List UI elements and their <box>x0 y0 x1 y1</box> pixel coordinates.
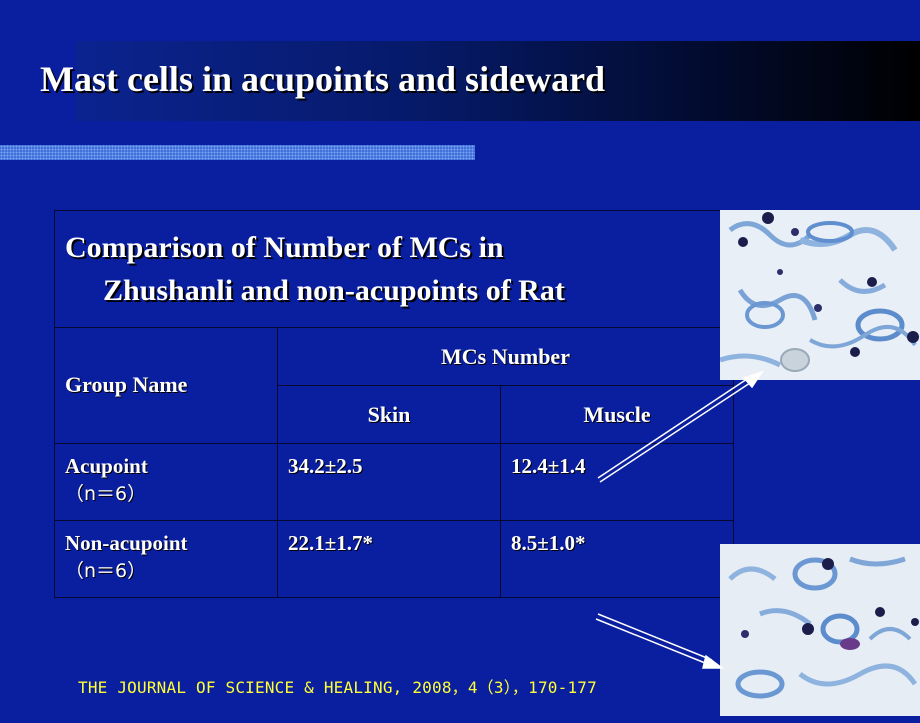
title-band <box>76 41 920 121</box>
muscle-value: 12.4±1.4 <box>500 442 734 521</box>
group-n: （n＝6） <box>65 559 147 582</box>
skin-value: 34.2±2.5 <box>277 442 501 521</box>
slide-title: Mast cells in acupoints and sideward <box>40 59 606 99</box>
table-caption: Comparison of Number of MCs in Zhushanli… <box>54 209 734 329</box>
caption-line-2: Zhushanli and non-acupoints of Rat <box>103 274 565 308</box>
citation: THE JOURNAL OF SCIENCE & HEALING, 2008，4… <box>78 678 597 697</box>
header-muscle: Muscle <box>500 385 734 444</box>
header-mcs-number: MCs Number <box>277 327 734 387</box>
skin-value: 22.1±1.7* <box>277 519 501 599</box>
row-group-cell: Non-acupoint （n＝6） <box>54 519 278 599</box>
group-label: Non-acupoint <box>65 530 188 555</box>
muscle-value: 8.5±1.0* <box>500 519 734 599</box>
decorative-dotted-bar <box>0 145 475 160</box>
caption-line-1: Comparison of Number of MCs in <box>65 231 504 265</box>
micrograph-acupoint <box>720 210 920 380</box>
row-group-cell: Acupoint （n＝6） <box>54 442 278 521</box>
header-group-name: Group Name <box>54 327 278 444</box>
micrograph-non-acupoint <box>720 544 920 716</box>
comparison-table: Comparison of Number of MCs in Zhushanli… <box>54 209 734 599</box>
group-label: Acupoint <box>65 453 148 478</box>
header-skin: Skin <box>277 385 501 444</box>
group-n: （n＝6） <box>65 482 147 505</box>
table-row: Acupoint （n＝6） 34.2±2.5 12.4±1.4 <box>54 442 734 521</box>
table-row: Non-acupoint （n＝6） 22.1±1.7* 8.5±1.0* <box>54 519 734 599</box>
